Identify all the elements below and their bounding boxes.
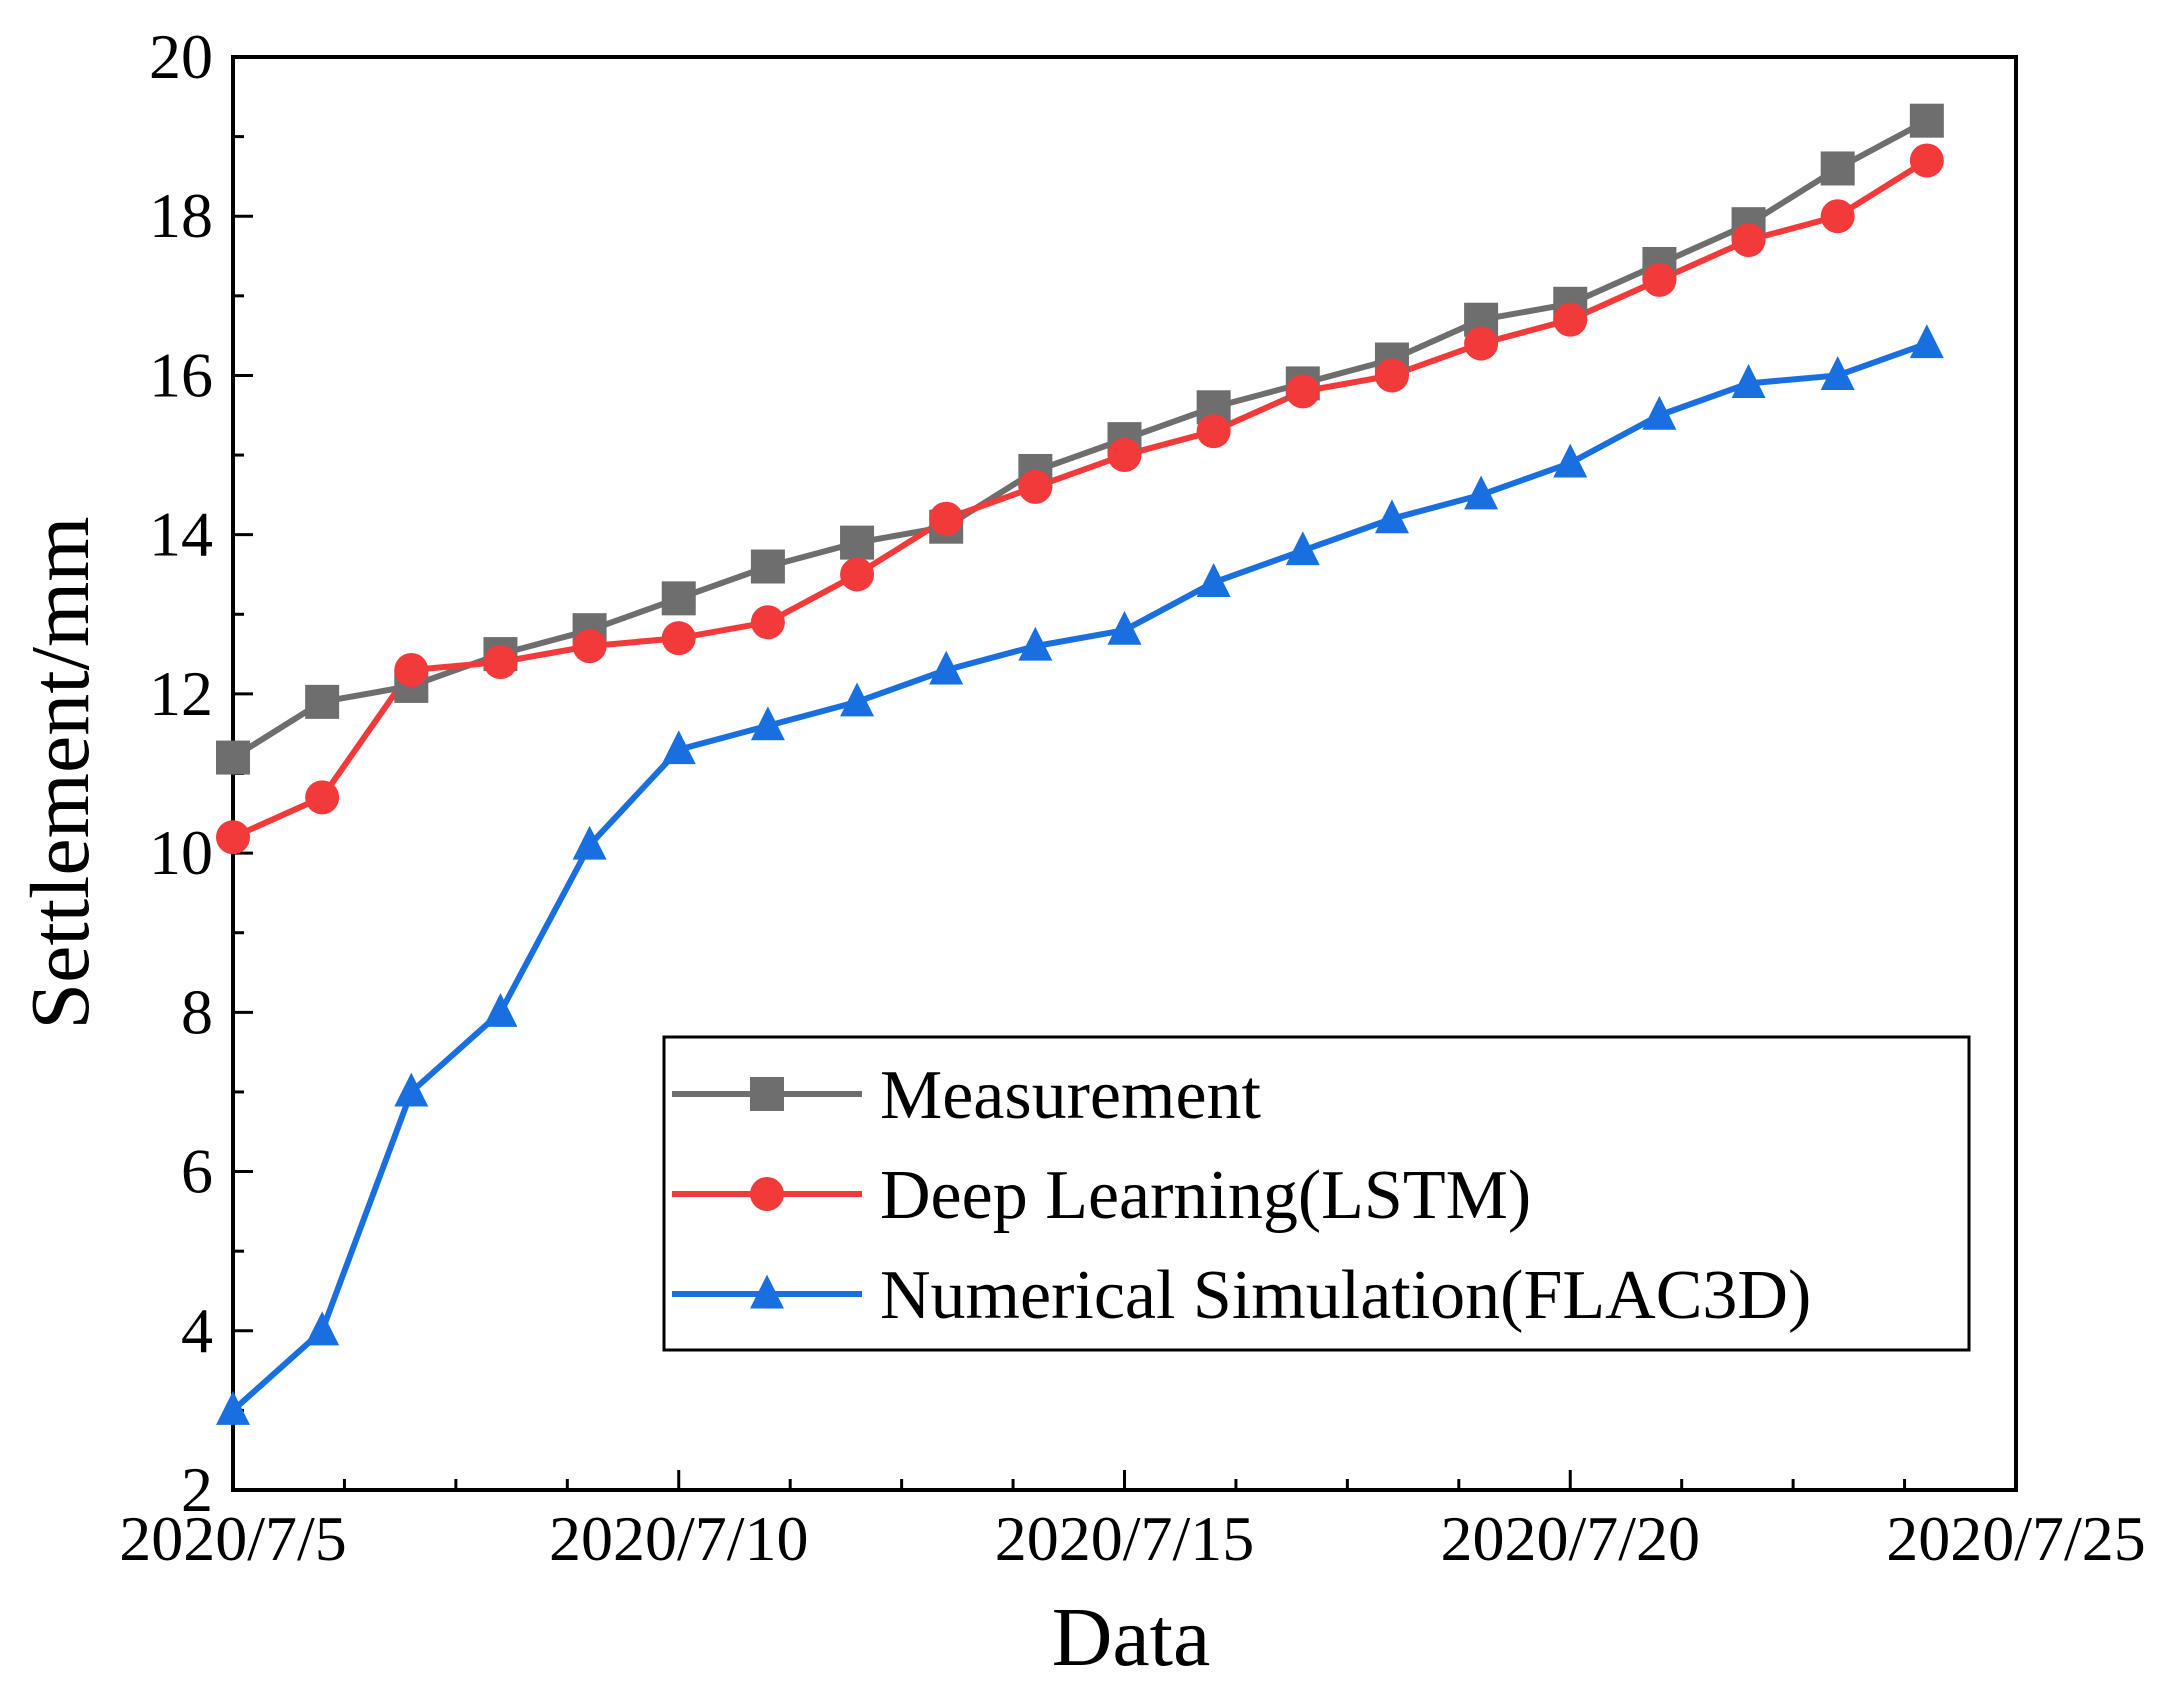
y-tick-label: 8 [181, 976, 213, 1047]
circle-marker [750, 1177, 784, 1211]
square-marker [750, 1077, 784, 1111]
triangle-marker [1909, 324, 1944, 359]
square-marker [750, 549, 785, 584]
triangle-marker [1464, 475, 1499, 510]
series-line [231, 340, 1928, 1413]
legend: Measurement Deep Learning(LSTM) Numerical … [662, 1035, 1971, 1352]
x-tick-label: 2020/7/10 [549, 1503, 809, 1574]
triangle-marker [1820, 356, 1855, 390]
circle-marker [1909, 143, 1944, 178]
legend-label: Numerical Simulation(FLAC3D) [880, 1257, 1811, 1334]
triangle-marker [840, 682, 875, 717]
circle-marker [1018, 469, 1053, 504]
triangle-marker [750, 706, 785, 741]
y-tick-label: 10 [149, 817, 213, 888]
circle-marker [1107, 438, 1142, 473]
y-tick-label: 4 [181, 1295, 213, 1366]
triangle-marker [1107, 610, 1142, 645]
x-tick-label: 2020/7/5 [119, 1503, 347, 1574]
circle-marker [572, 629, 607, 664]
square-marker [216, 740, 250, 775]
triangle-marker [394, 1072, 429, 1107]
y-tick-label: 14 [149, 499, 213, 570]
triangle-marker [216, 1391, 250, 1425]
circle-marker [1642, 262, 1677, 297]
triangle-marker [1285, 531, 1320, 566]
square-marker [1820, 151, 1855, 186]
square-marker [305, 684, 340, 719]
triangle-marker [1374, 499, 1409, 534]
triangle-marker [572, 825, 607, 860]
x-tick-label: 2020/7/20 [1440, 1503, 1700, 1574]
circle-marker [1553, 302, 1588, 337]
y-tick-labels: 2 4 6 8 10 12 14 16 18 20 [149, 21, 213, 1525]
triangle-marker [1731, 364, 1766, 398]
triangle-marker [661, 730, 696, 765]
triangle-marker [305, 1311, 340, 1346]
y-tick-label: 2 [181, 1454, 213, 1525]
circle-marker [216, 820, 250, 855]
legend-box [662, 1035, 1971, 1352]
y-tick-label: 20 [149, 21, 213, 92]
y-tick-label: 6 [181, 1136, 213, 1207]
circle-marker [1820, 199, 1855, 234]
triangle-marker [1642, 395, 1677, 430]
circle-marker [929, 501, 964, 536]
circle-marker [750, 605, 785, 640]
x-axis-title: Data [1052, 1591, 1211, 1682]
triangle-marker [1018, 626, 1053, 661]
square-marker [661, 581, 696, 616]
square-marker [840, 525, 875, 560]
y-tick-label: 16 [149, 339, 213, 410]
circle-marker [305, 780, 340, 815]
y-tick-label: 18 [149, 180, 213, 251]
circle-marker [394, 653, 429, 688]
circle-marker [661, 621, 696, 656]
legend-label: Measurement [880, 1057, 1262, 1134]
triangle-marker [750, 1274, 784, 1309]
circle-marker [1285, 374, 1320, 409]
triangle-marker [483, 992, 518, 1027]
triangle-marker [929, 650, 964, 685]
x-tick-labels: 2020/7/5 2020/7/10 2020/7/15 2020/7/20 2020/… [119, 1503, 2146, 1574]
circle-marker [840, 557, 875, 592]
triangle-marker [1553, 443, 1588, 478]
x-tick-label: 2020/7/25 [1886, 1503, 2146, 1574]
square-marker [1909, 103, 1944, 138]
y-tick-label: 12 [149, 658, 213, 729]
y-axis-title: Settlement/mm [14, 516, 107, 1029]
circle-marker [1464, 326, 1499, 361]
circle-marker [1374, 358, 1409, 393]
circle-marker [483, 645, 518, 680]
triangle-marker [1196, 563, 1231, 597]
legend-label: Deep Learning(LSTM) [880, 1157, 1531, 1234]
circle-marker [1731, 223, 1766, 258]
x-tick-label: 2020/7/15 [995, 1503, 1255, 1574]
series-markers [216, 103, 1944, 1425]
circle-marker [1196, 414, 1231, 449]
